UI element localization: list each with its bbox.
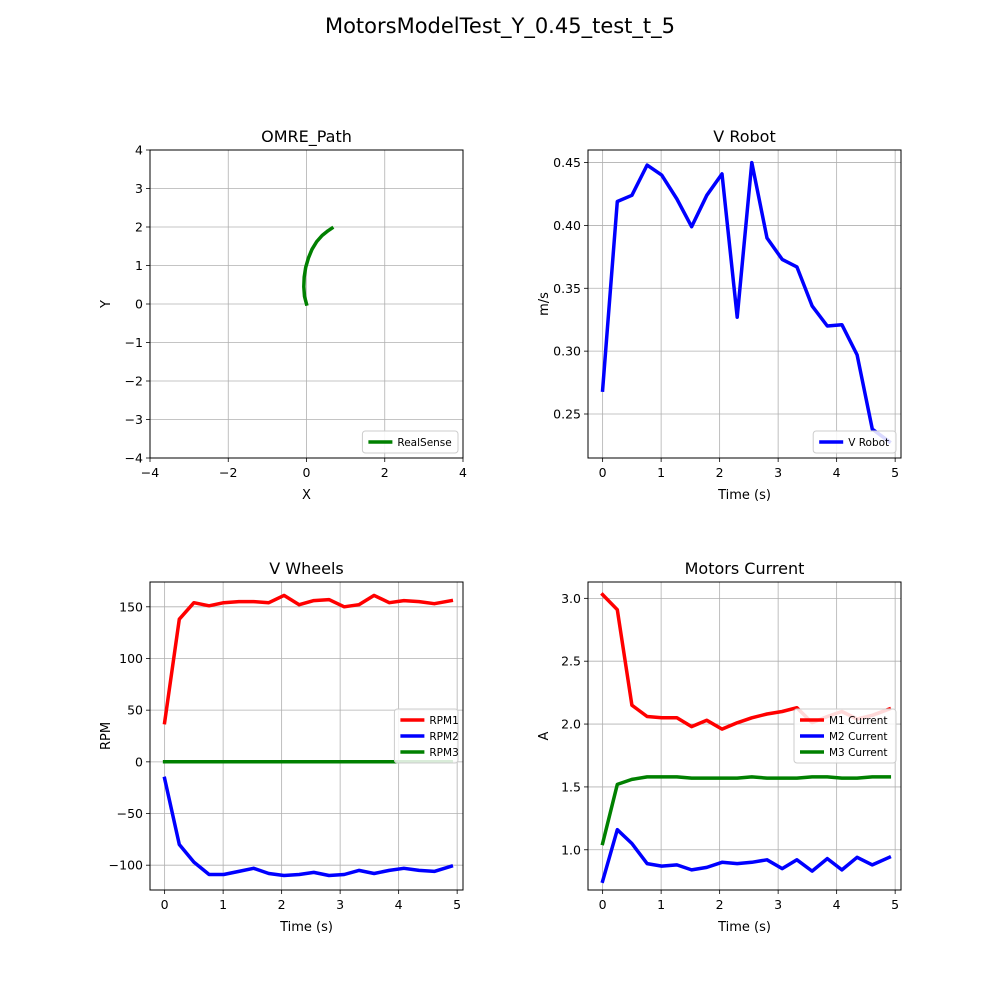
y-tick-label: 1.5 — [561, 779, 581, 794]
legend-label: V Robot — [848, 437, 889, 449]
y-tick-label: 0 — [135, 297, 143, 312]
legend-label: RPM2 — [429, 731, 458, 743]
y-tick-label: 2.0 — [561, 717, 581, 732]
y-tick-label: −4 — [125, 451, 143, 466]
series-line-realsense — [302, 225, 335, 307]
series-line-m2-current — [600, 827, 892, 884]
y-tick-label: 0.25 — [553, 407, 581, 422]
x-tick-label: 5 — [891, 897, 899, 912]
x-axis-label: Time (s) — [279, 920, 333, 935]
x-tick-label: 3 — [336, 897, 344, 912]
chart-panel-2: 0 1 2 3 4 5 0.25 0.30 0.35 0.40 0.45 V Robot Time (s… — [537, 127, 902, 503]
y-axis-label: RPM — [99, 722, 114, 750]
x-tick-label: 0 — [599, 465, 607, 480]
x-axis-label: Time (s) — [717, 920, 771, 935]
y-axis-label: Y — [99, 300, 114, 309]
chart-panel-1: −4 −2 0 2 4 −4 −3 −2 −1 0 1 2 3 4 OMRE_Path X Y RealSense — [99, 127, 467, 503]
series-line-v-robot — [600, 160, 892, 445]
y-tick-label: −1 — [125, 335, 143, 350]
chart-title: V Wheels — [269, 559, 343, 578]
x-tick-label: 4 — [395, 897, 403, 912]
x-tick-label: 4 — [459, 465, 467, 480]
y-tick-label: 3 — [135, 181, 143, 196]
legend-label: RPM1 — [429, 715, 458, 727]
x-tick-label: 1 — [219, 897, 227, 912]
legend-label: M3 Current — [829, 747, 888, 759]
x-tick-label: 1 — [657, 897, 665, 912]
chart-title: V Robot — [713, 127, 775, 146]
legend-label: M2 Current — [829, 731, 888, 743]
plot-frame — [149, 149, 464, 459]
x-tick-label: 4 — [833, 465, 841, 480]
y-tick-label: 0.30 — [553, 344, 581, 359]
x-tick-label: 3 — [774, 897, 782, 912]
x-tick-label: 5 — [891, 465, 899, 480]
y-axis-label: m/s — [537, 292, 552, 316]
legend: RealSense — [361, 430, 459, 454]
y-tick-label: −100 — [109, 858, 143, 873]
legend-box — [812, 430, 897, 454]
series-line-rpm1 — [162, 593, 454, 725]
x-tick-label: 1 — [657, 465, 665, 480]
y-tick-label: 1 — [135, 258, 143, 273]
legend: RPM1 RPM2 RPM3 — [393, 708, 459, 764]
legend-label: M1 Current — [829, 715, 888, 727]
y-tick-label: −2 — [125, 374, 143, 389]
y-tick-label: 1.0 — [561, 842, 581, 857]
legend: V Robot — [812, 430, 897, 454]
y-tick-label: −3 — [125, 412, 143, 427]
legend-label: RPM3 — [429, 747, 458, 759]
chart-panel-4: 0 1 2 3 4 5 1.0 1.5 2.0 2.5 3.0 Motors Current Time … — [537, 559, 902, 935]
legend-box — [361, 430, 459, 454]
y-tick-label: 2.5 — [561, 654, 581, 669]
legend-label: RealSense — [397, 437, 451, 449]
figure-suptitle: MotorsModelTest_Y_0.45_test_t_5 — [324, 14, 676, 38]
legend: M1 Current M2 Current M3 Current — [793, 708, 897, 764]
x-tick-label: 0 — [599, 897, 607, 912]
x-tick-label: 0 — [161, 897, 169, 912]
y-tick-label: 0.40 — [553, 218, 581, 233]
x-tick-label: 2 — [381, 465, 389, 480]
chart-title: Motors Current — [685, 559, 805, 578]
y-tick-label: 50 — [127, 703, 143, 718]
x-axis-label: X — [302, 488, 311, 503]
y-tick-label: 0.45 — [553, 155, 581, 170]
y-tick-label: 0 — [135, 754, 143, 769]
x-tick-label: 3 — [774, 465, 782, 480]
x-tick-label: 2 — [716, 465, 724, 480]
plot-frame — [149, 581, 464, 891]
x-axis-label: Time (s) — [717, 488, 771, 503]
x-tick-label: 5 — [453, 897, 461, 912]
legend-box — [393, 708, 459, 764]
y-tick-label: 150 — [119, 599, 143, 614]
plot-frame — [587, 581, 902, 891]
x-tick-label: −4 — [141, 465, 159, 480]
x-tick-label: 0 — [303, 465, 311, 480]
y-tick-label: 4 — [135, 143, 143, 158]
y-tick-label: 3.0 — [561, 591, 581, 606]
x-tick-label: 4 — [833, 897, 841, 912]
y-tick-label: 0.35 — [553, 281, 581, 296]
chart-panel-3: 0 1 2 3 4 5 −100 −50 0 50 100 150 V Wheels Time (s) RP… — [99, 559, 464, 935]
legend-box — [793, 708, 897, 764]
y-tick-label: −50 — [117, 806, 143, 821]
x-tick-label: −2 — [219, 465, 237, 480]
y-tick-label: 2 — [135, 220, 143, 235]
plot-frame — [587, 149, 902, 459]
series-line-m3-current — [600, 775, 892, 846]
x-tick-label: 2 — [278, 897, 286, 912]
series-line-rpm2 — [162, 776, 454, 878]
x-tick-label: 2 — [716, 897, 724, 912]
y-axis-label: A — [537, 731, 552, 740]
y-tick-label: 100 — [119, 651, 143, 666]
chart-title: OMRE_Path — [261, 127, 352, 147]
